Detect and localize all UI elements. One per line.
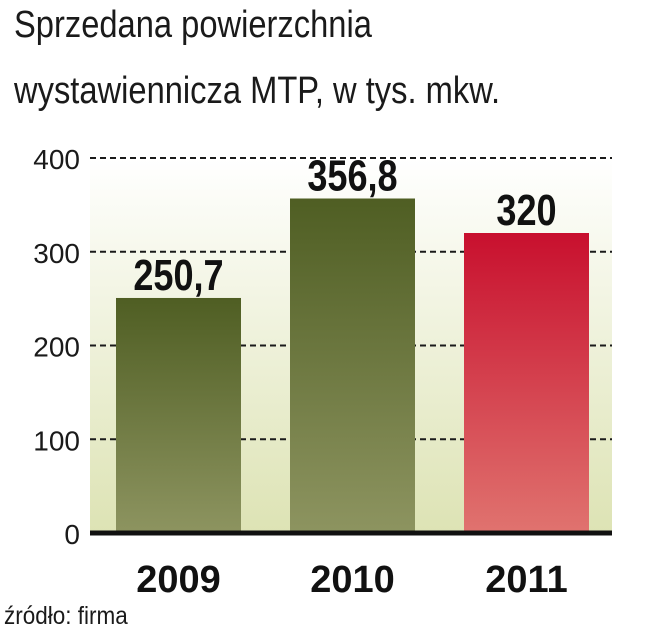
value-label-2010: 356,8 (307, 151, 397, 200)
y-tick-label-400: 400 (33, 144, 80, 175)
y-tick-label-0: 0 (64, 519, 80, 550)
value-label-2011: 320 (496, 186, 556, 235)
y-tick-label-200: 200 (33, 332, 80, 363)
chart-title-line-1: Sprzedana powierzchnia (14, 4, 372, 46)
bar-2010 (290, 198, 415, 533)
source-note: źródło: firma (4, 602, 128, 630)
category-label-2009: 2009 (136, 559, 221, 600)
y-tick-label-100: 100 (33, 425, 80, 456)
labels-layer: 0 100 200 300 400 250,7 2009 356,8 2010 320 2011 (33, 144, 567, 600)
category-label-2011: 2011 (485, 559, 567, 600)
chart-title-line-2: wystawiennicza MTP, w tys. mkw. (14, 70, 501, 112)
value-label-2009: 250,7 (133, 251, 223, 300)
bar-chart: 0 100 200 300 400 250,7 2009 356,8 2010 320 2011 (33, 144, 612, 600)
bar-2011 (464, 233, 589, 533)
y-tick-label-300: 300 (33, 238, 80, 269)
category-label-2010: 2010 (310, 559, 395, 600)
bars-layer (116, 198, 589, 533)
bar-2009 (116, 297, 241, 533)
